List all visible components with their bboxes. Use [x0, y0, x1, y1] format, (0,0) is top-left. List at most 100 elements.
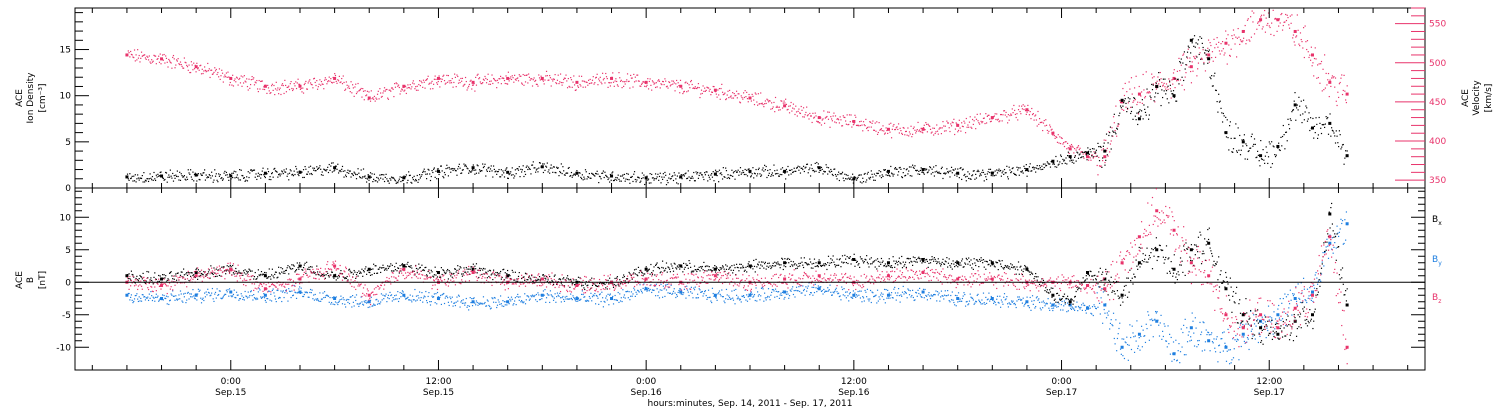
- density-series-sample: [155, 174, 157, 176]
- velocity-series-sample: [1022, 104, 1024, 106]
- density-series-sample: [1239, 134, 1241, 137]
- by-series-sample: [635, 291, 637, 293]
- velocity-series-sample: [556, 79, 559, 81]
- density-series-sample: [767, 169, 769, 172]
- velocity-series-sample: [957, 131, 959, 133]
- density-series-sample: [314, 170, 316, 172]
- density-series-sample: [552, 166, 555, 168]
- density-series-point: [1345, 154, 1349, 158]
- by-series-sample: [1236, 340, 1238, 342]
- density-series-sample: [799, 166, 801, 168]
- density-series-sample: [194, 172, 196, 174]
- by-series-sample: [752, 296, 754, 298]
- by-series-sample: [573, 296, 575, 299]
- density-series-sample: [383, 180, 386, 183]
- density-series-sample: [706, 171, 708, 173]
- density-series-sample: [879, 175, 881, 177]
- by-series-sample: [1221, 337, 1223, 340]
- by-series-sample: [1212, 342, 1214, 344]
- velocity-series-sample: [1299, 45, 1301, 47]
- velocity-series-sample: [1102, 148, 1105, 150]
- density-series-sample: [916, 169, 918, 171]
- velocity-series-sample: [1264, 31, 1267, 33]
- velocity-series-sample: [264, 88, 266, 91]
- by-series-point: [1207, 339, 1211, 343]
- density-series-sample: [956, 175, 958, 177]
- velocity-series-point: [1328, 80, 1332, 84]
- by-series-sample: [317, 299, 319, 301]
- velocity-series-sample: [609, 85, 612, 87]
- velocity-series-sample: [1318, 63, 1320, 65]
- density-series-sample: [943, 172, 945, 175]
- by-series-sample: [711, 287, 714, 289]
- by-series-sample: [691, 292, 693, 294]
- by-series-sample: [828, 289, 830, 291]
- by-series-sample: [1314, 274, 1316, 276]
- bx-series-sample: [211, 272, 213, 274]
- by-series-sample: [450, 297, 452, 300]
- density-series-sample: [518, 166, 520, 168]
- density-series-sample: [1107, 142, 1109, 144]
- by-series-sample: [202, 297, 204, 299]
- density-series-sample: [1292, 109, 1295, 111]
- by-series-sample: [544, 288, 546, 291]
- density-series-sample: [1010, 171, 1013, 173]
- velocity-series-sample: [736, 97, 738, 99]
- by-series-sample: [226, 291, 228, 293]
- velocity-series-point: [852, 119, 856, 123]
- velocity-series-sample: [1338, 96, 1340, 99]
- by-series-sample: [335, 296, 337, 298]
- density-series-sample: [654, 177, 656, 180]
- velocity-series-sample: [594, 82, 596, 84]
- by-series-sample: [1076, 301, 1078, 303]
- velocity-series-sample: [558, 82, 560, 85]
- by-series-sample: [994, 301, 996, 304]
- density-series-sample: [1051, 160, 1053, 162]
- by-series-sample: [1033, 299, 1035, 302]
- velocity-series-sample: [1237, 27, 1239, 30]
- by-series-sample: [206, 294, 208, 296]
- by-series-sample: [696, 297, 698, 299]
- velocity-series-sample: [269, 92, 271, 95]
- velocity-series-sample: [148, 55, 150, 57]
- density-series-sample: [1046, 161, 1048, 163]
- by-series-sample: [946, 294, 948, 297]
- bx-series-sample: [155, 278, 157, 281]
- velocity-series-sample: [614, 80, 616, 82]
- density-series-sample: [444, 174, 446, 176]
- by-series-sample: [302, 295, 305, 298]
- by-series-sample: [333, 296, 335, 298]
- velocity-series-sample: [1235, 36, 1237, 38]
- by-series-sample: [274, 298, 277, 300]
- density-series-sample: [494, 171, 496, 173]
- velocity-series-sample: [191, 64, 193, 66]
- by-series-sample: [1021, 299, 1023, 301]
- velocity-series-sample: [1274, 17, 1277, 20]
- by-series-sample: [502, 300, 504, 302]
- density-series-sample: [1134, 115, 1136, 117]
- velocity-series-sample: [432, 88, 434, 90]
- by-series-sample: [727, 298, 729, 301]
- density-series-sample: [1042, 163, 1045, 165]
- by-series-sample: [455, 301, 457, 303]
- density-series-sample: [584, 178, 586, 180]
- bx-series-sample: [207, 272, 209, 275]
- density-series-sample: [781, 174, 783, 176]
- by-series-sample: [1018, 296, 1020, 298]
- by-series-sample: [1248, 348, 1250, 351]
- velocity-series-sample: [1007, 114, 1009, 116]
- by-series-sample: [1123, 357, 1126, 360]
- density-series-sample: [583, 176, 585, 178]
- density-series-sample: [563, 174, 566, 176]
- by-series-sample: [595, 294, 597, 297]
- density-series-sample: [742, 170, 744, 172]
- by-series-sample: [471, 305, 474, 307]
- by-series-sample: [598, 303, 600, 305]
- by-series-sample: [1062, 309, 1064, 311]
- by-series: [125, 211, 1349, 365]
- by-series-sample: [197, 288, 199, 290]
- density-series-sample: [225, 171, 228, 174]
- density-series-sample: [860, 174, 862, 176]
- density-series-sample: [681, 178, 683, 180]
- bx-series-point: [886, 261, 890, 265]
